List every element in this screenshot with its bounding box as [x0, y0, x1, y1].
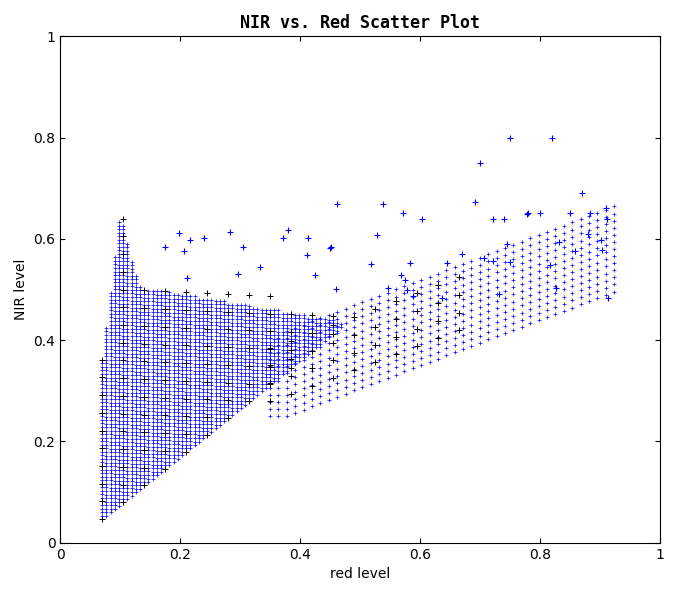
Y-axis label: NIR level: NIR level: [14, 259, 28, 320]
X-axis label: red level: red level: [330, 567, 390, 581]
Title: NIR vs. Red Scatter Plot: NIR vs. Red Scatter Plot: [240, 14, 480, 32]
